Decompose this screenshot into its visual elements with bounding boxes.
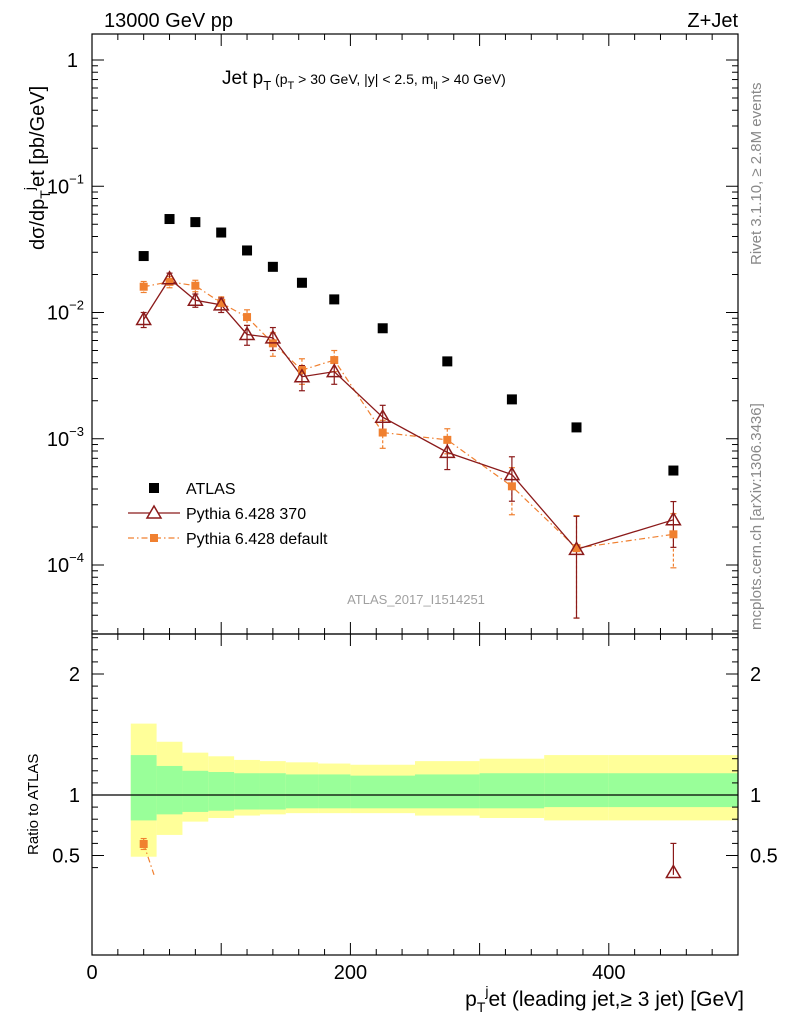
rivet-label: Rivet 3.1.10, ≥ 2.8M events — [748, 83, 765, 266]
y-tick-label: 10−4 — [47, 550, 84, 577]
x-tick-label: 400 — [592, 962, 625, 984]
data-point-pythia-default — [669, 530, 678, 539]
data-point-atlas — [267, 261, 278, 272]
data-point-pythia-370 — [264, 329, 282, 344]
data-point-pythia-370 — [161, 270, 178, 285]
ratio-point-pythia-default — [139, 840, 148, 849]
band-inner — [156, 765, 183, 815]
ratio-y-tick-label-right: 2 — [750, 664, 761, 686]
data-point-pythia-default — [243, 313, 252, 322]
main-title: Jet pT (pT > 30 GeV, |y| < 2.5, mll > 40… — [222, 68, 506, 93]
data-point-pythia-370 — [293, 368, 311, 383]
legend-label-atlas: ATLAS — [186, 481, 236, 498]
band-inner — [350, 775, 415, 809]
ratio-y-tick-label-left: 0.5 — [52, 846, 80, 868]
data-point-pythia-default — [165, 277, 174, 286]
data-point-pythia-default — [330, 356, 339, 365]
main-axes: 10−4 10−3 10−2 10−1 1 — [47, 34, 739, 634]
legend-marker-atlas — [149, 483, 159, 493]
data-point-pythia-default — [443, 435, 452, 444]
band-inner — [208, 772, 235, 811]
ratio-y-tick-label-right: 0.5 — [750, 846, 778, 868]
ratio-axes: 0.5 0.5 1 1 2 2 0 200 400 — [52, 634, 778, 984]
data-point-pythia-default — [191, 281, 200, 290]
x-tick-label: 200 — [334, 962, 367, 984]
data-point-atlas — [242, 245, 253, 256]
data-point-pythia-default — [139, 282, 148, 291]
data-point-pythia-default — [217, 298, 226, 307]
ratio-content — [92, 723, 738, 879]
ratio-panel — [92, 723, 738, 879]
data-point-atlas — [668, 465, 679, 476]
data-point-pythia-370 — [325, 363, 343, 378]
band-inner — [182, 770, 209, 812]
ratio-y-tick-label-left: 1 — [69, 785, 80, 807]
data-point-atlas — [377, 323, 388, 334]
band-inner — [234, 773, 260, 810]
data-point-atlas — [506, 394, 517, 405]
data-point-pythia-370 — [212, 296, 230, 311]
legend-label-pythia-default: Pythia 6.428 default — [186, 531, 328, 548]
ratio-y-tick-label-right: 1 — [750, 785, 761, 807]
ratio-y-label: Ratio to ATLAS — [25, 754, 42, 855]
data-point-pythia-default — [507, 482, 516, 491]
data-point-atlas — [442, 356, 453, 367]
data-point-pythia-370 — [187, 291, 204, 307]
data-point-atlas — [138, 251, 149, 262]
x-tick-label: 0 — [86, 962, 97, 984]
data-point-atlas — [329, 294, 340, 305]
band-inner — [130, 755, 157, 821]
ratio-y-tick-label-left: 2 — [69, 664, 80, 686]
y-tick-label: 1 — [67, 50, 78, 72]
y-tick-label: 10−1 — [47, 171, 84, 198]
band-inner — [544, 773, 609, 808]
band-inner — [259, 773, 286, 810]
ratio-point-pythia-370 — [665, 863, 682, 879]
band-inner — [415, 774, 480, 809]
process-label: Z+Jet — [687, 10, 738, 32]
data-point-pythia-default — [572, 544, 581, 553]
data-point-pythia-370 — [438, 443, 456, 459]
data-point-pythia-370 — [568, 540, 585, 556]
data-point-pythia-370 — [135, 311, 152, 326]
legend-marker-pythia-370 — [145, 504, 163, 519]
y-tick-label: 10−3 — [47, 424, 84, 451]
data-point-pythia-default — [378, 428, 387, 437]
data-point-pythia-370 — [374, 408, 392, 424]
data-point-atlas — [216, 227, 227, 238]
data-point-pythia-370 — [503, 466, 521, 481]
data-point-atlas — [164, 214, 175, 225]
x-axis-label: pTjet (leading jet,≥ 3 jet) [GeV] — [465, 983, 744, 1015]
data-point-atlas — [571, 422, 582, 433]
y-tick-label: 10−2 — [47, 298, 84, 325]
watermark: ATLAS_2017_I1514251 — [347, 592, 485, 607]
data-point-atlas — [296, 277, 307, 288]
data-point-atlas — [190, 217, 201, 228]
legend: ATLAS Pythia 6.428 370 Pythia 6.428 defaul… — [128, 481, 328, 548]
data-point-pythia-370 — [665, 511, 682, 526]
legend-marker-pythia-default — [150, 534, 158, 542]
legend-label-pythia-370: Pythia 6.428 370 — [186, 506, 306, 523]
data-point-pythia-370 — [238, 325, 256, 341]
main-y-label: dσ/dpTjet [pb/GeV] — [21, 86, 53, 250]
band-inner — [318, 774, 351, 809]
band-inner — [285, 774, 319, 809]
energy-label: 13000 GeV pp — [104, 10, 233, 32]
mcplots-label: mcplots.cern.ch [arXiv:1306.3436] — [748, 403, 765, 630]
band-inner — [608, 773, 738, 808]
main-panel — [135, 214, 682, 619]
band-inner — [479, 773, 545, 809]
